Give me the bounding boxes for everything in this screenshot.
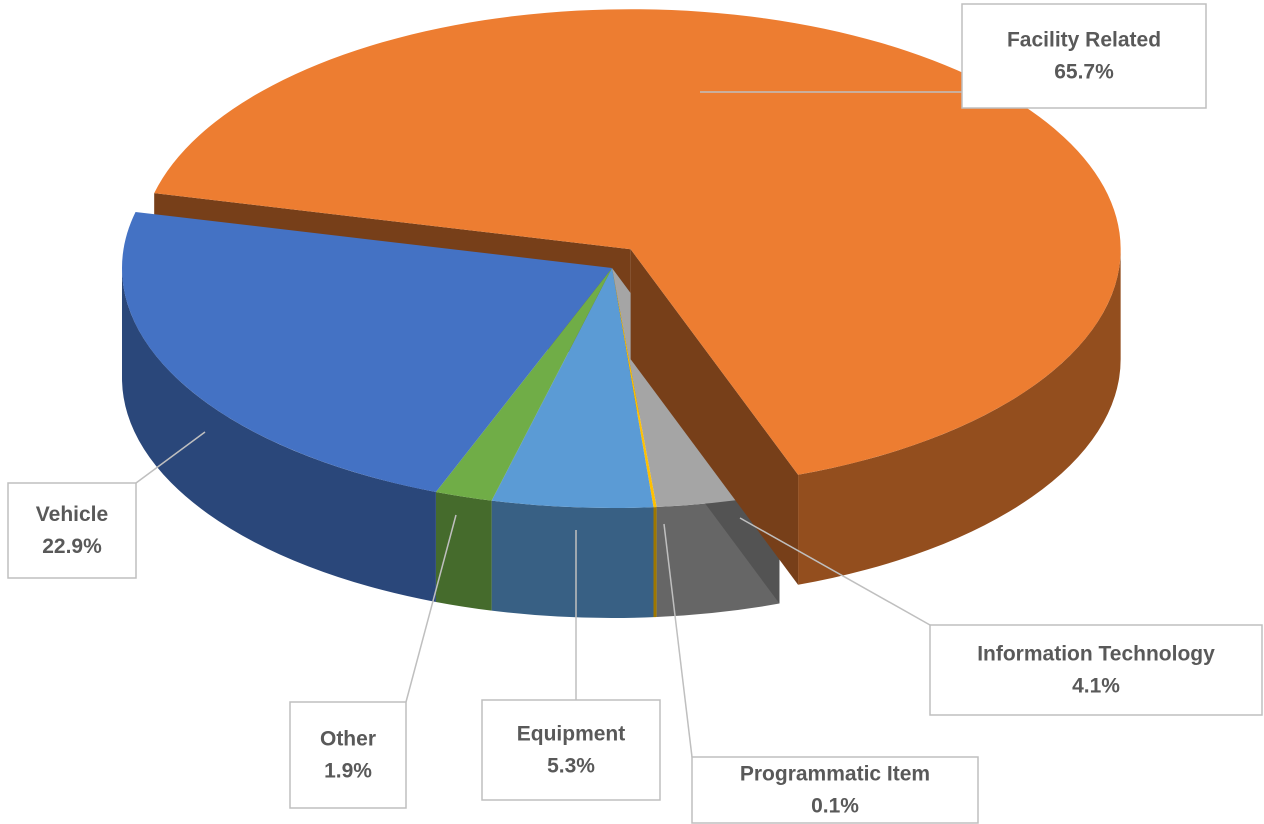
slice-label: Facility Related [1007, 29, 1161, 52]
pie-wall [630, 249, 799, 585]
slice-value: 65.7% [1054, 61, 1114, 84]
slice-value: 0.1% [811, 795, 859, 818]
pie-slice [612, 268, 657, 508]
label-box [961, 3, 1207, 109]
pie-side [435, 491, 492, 611]
slice-value: 4.1% [1072, 675, 1120, 698]
label-box [691, 756, 979, 824]
slice-label: Vehicle [36, 503, 108, 526]
slice-value: 22.9% [42, 535, 102, 558]
slice-label: Other [320, 728, 376, 751]
label-box [7, 482, 137, 579]
slice-label: Equipment [517, 723, 626, 746]
slice-label: Programmatic Item [740, 763, 930, 786]
pie-side [121, 268, 436, 602]
pie-slice [121, 211, 613, 492]
slice-value: 1.9% [324, 760, 372, 783]
leader-line [663, 523, 693, 758]
pie-slice [491, 268, 654, 508]
slice-label: Information Technology [977, 643, 1215, 666]
label-box [929, 624, 1263, 716]
pie-side [798, 249, 1121, 585]
label-box [481, 699, 661, 801]
pie-slice [154, 9, 1121, 475]
pie-side [491, 500, 654, 618]
pie-slice [435, 268, 612, 501]
label-box [289, 701, 407, 809]
slice-value: 5.3% [547, 755, 595, 778]
leader-line [405, 514, 457, 703]
leader-line [135, 431, 206, 484]
pie-side [653, 507, 657, 618]
leader-line [739, 517, 931, 626]
